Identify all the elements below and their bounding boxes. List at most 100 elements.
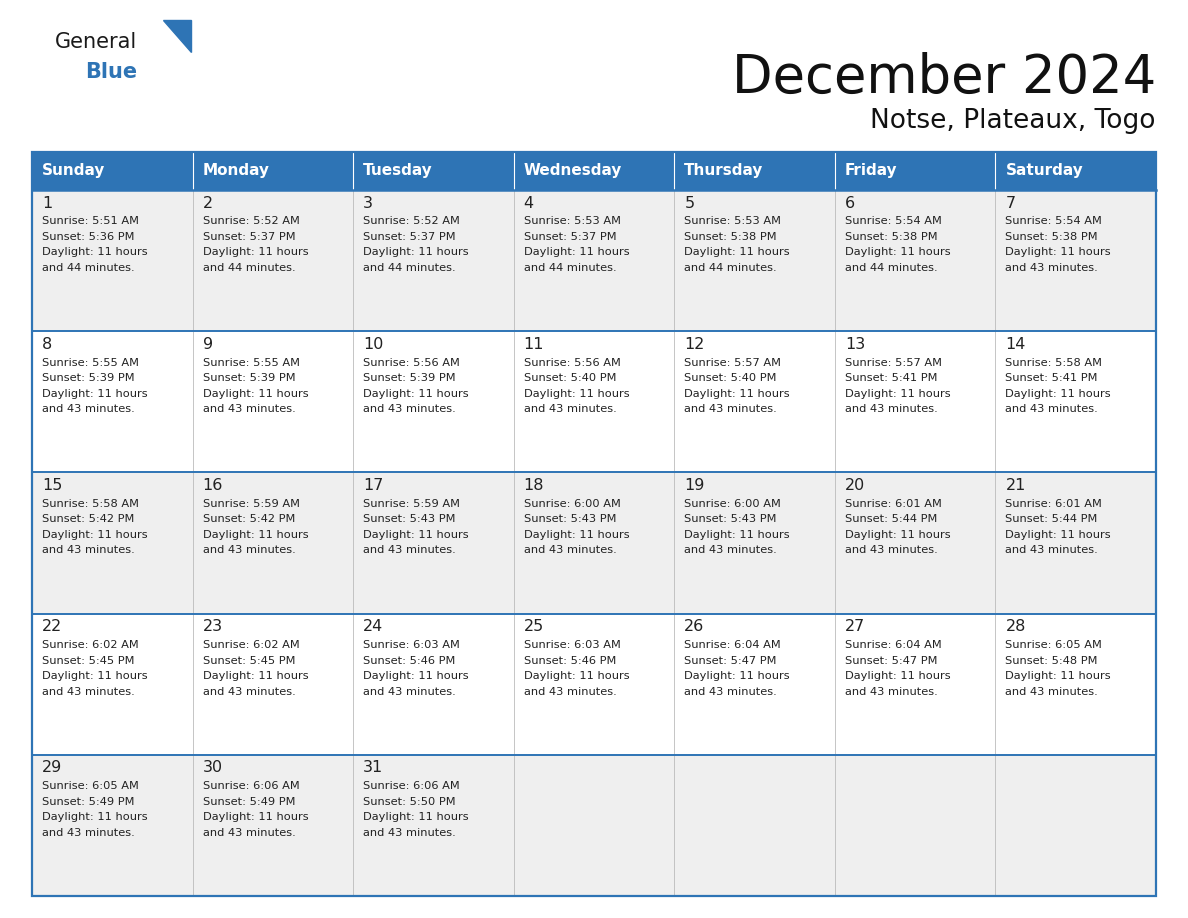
Text: Sunrise: 5:58 AM: Sunrise: 5:58 AM (1005, 358, 1102, 368)
Text: Tuesday: Tuesday (364, 163, 432, 178)
Text: Sunrise: 6:03 AM: Sunrise: 6:03 AM (524, 640, 620, 650)
Bar (32, 755, 1156, 896)
Bar (32, 613, 1156, 755)
Text: and 43 minutes.: and 43 minutes. (845, 687, 937, 697)
Text: Sunset: 5:38 PM: Sunset: 5:38 PM (684, 232, 777, 242)
Text: 10: 10 (364, 337, 384, 352)
Text: 15: 15 (42, 478, 63, 493)
Text: Sunrise: 5:57 AM: Sunrise: 5:57 AM (845, 358, 942, 368)
Text: 28: 28 (1005, 619, 1025, 634)
Text: Daylight: 11 hours: Daylight: 11 hours (684, 388, 790, 398)
Text: Sunrise: 5:54 AM: Sunrise: 5:54 AM (845, 217, 942, 227)
Text: Sunrise: 5:52 AM: Sunrise: 5:52 AM (203, 217, 299, 227)
Text: Sunset: 5:36 PM: Sunset: 5:36 PM (42, 232, 134, 242)
Text: 17: 17 (364, 478, 384, 493)
Text: and 43 minutes.: and 43 minutes. (684, 404, 777, 414)
Text: Sunset: 5:37 PM: Sunset: 5:37 PM (524, 232, 617, 242)
Text: Sunrise: 6:04 AM: Sunrise: 6:04 AM (684, 640, 781, 650)
Text: Daylight: 11 hours: Daylight: 11 hours (203, 530, 308, 540)
Text: Sunrise: 6:06 AM: Sunrise: 6:06 AM (203, 781, 299, 791)
Bar (513, 152, 675, 190)
Text: and 43 minutes.: and 43 minutes. (364, 404, 456, 414)
Text: and 44 minutes.: and 44 minutes. (203, 263, 295, 273)
Text: and 43 minutes.: and 43 minutes. (42, 687, 134, 697)
Text: Sunset: 5:38 PM: Sunset: 5:38 PM (1005, 232, 1098, 242)
Text: Sunrise: 6:01 AM: Sunrise: 6:01 AM (1005, 498, 1102, 509)
Text: Sunrise: 5:54 AM: Sunrise: 5:54 AM (1005, 217, 1102, 227)
Text: Sunset: 5:47 PM: Sunset: 5:47 PM (845, 655, 937, 666)
Text: 19: 19 (684, 478, 704, 493)
Text: Sunset: 5:41 PM: Sunset: 5:41 PM (845, 374, 937, 383)
Text: and 43 minutes.: and 43 minutes. (684, 687, 777, 697)
Bar (32, 331, 1156, 473)
Text: Sunrise: 5:55 AM: Sunrise: 5:55 AM (42, 358, 139, 368)
Bar (32, 152, 1156, 896)
Text: 3: 3 (364, 196, 373, 210)
Bar (32, 473, 1156, 613)
Text: Sunrise: 5:57 AM: Sunrise: 5:57 AM (684, 358, 782, 368)
Text: and 43 minutes.: and 43 minutes. (42, 404, 134, 414)
Text: 18: 18 (524, 478, 544, 493)
Text: Sunset: 5:39 PM: Sunset: 5:39 PM (203, 374, 295, 383)
Text: Sunrise: 5:59 AM: Sunrise: 5:59 AM (364, 498, 460, 509)
Text: Daylight: 11 hours: Daylight: 11 hours (42, 248, 147, 258)
Text: 8: 8 (42, 337, 52, 352)
Text: Daylight: 11 hours: Daylight: 11 hours (524, 248, 630, 258)
Text: Sunset: 5:46 PM: Sunset: 5:46 PM (524, 655, 617, 666)
Text: and 43 minutes.: and 43 minutes. (1005, 545, 1098, 555)
Text: Thursday: Thursday (684, 163, 764, 178)
Bar (996, 152, 1156, 190)
Text: and 43 minutes.: and 43 minutes. (203, 404, 296, 414)
Text: and 43 minutes.: and 43 minutes. (364, 828, 456, 838)
Text: Daylight: 11 hours: Daylight: 11 hours (203, 671, 308, 681)
Text: Daylight: 11 hours: Daylight: 11 hours (1005, 671, 1111, 681)
Text: Daylight: 11 hours: Daylight: 11 hours (42, 530, 147, 540)
Text: Sunrise: 5:53 AM: Sunrise: 5:53 AM (524, 217, 620, 227)
Text: Sunrise: 6:00 AM: Sunrise: 6:00 AM (684, 498, 782, 509)
Text: 12: 12 (684, 337, 704, 352)
Text: Daylight: 11 hours: Daylight: 11 hours (203, 388, 308, 398)
Text: Sunset: 5:48 PM: Sunset: 5:48 PM (1005, 655, 1098, 666)
Text: and 43 minutes.: and 43 minutes. (845, 404, 937, 414)
Text: Daylight: 11 hours: Daylight: 11 hours (845, 248, 950, 258)
Text: Daylight: 11 hours: Daylight: 11 hours (684, 530, 790, 540)
Text: Daylight: 11 hours: Daylight: 11 hours (1005, 388, 1111, 398)
Text: and 43 minutes.: and 43 minutes. (364, 687, 456, 697)
Text: 9: 9 (203, 337, 213, 352)
Text: Saturday: Saturday (1005, 163, 1083, 178)
Text: Daylight: 11 hours: Daylight: 11 hours (203, 812, 308, 823)
Text: Sunday: Sunday (42, 163, 106, 178)
Text: Sunrise: 6:04 AM: Sunrise: 6:04 AM (845, 640, 942, 650)
Text: 31: 31 (364, 760, 384, 776)
Text: Sunset: 5:47 PM: Sunset: 5:47 PM (684, 655, 777, 666)
Text: and 43 minutes.: and 43 minutes. (203, 545, 296, 555)
Text: Sunrise: 6:02 AM: Sunrise: 6:02 AM (203, 640, 299, 650)
Text: 30: 30 (203, 760, 222, 776)
Polygon shape (163, 20, 191, 52)
Text: and 43 minutes.: and 43 minutes. (524, 545, 617, 555)
Text: Sunset: 5:38 PM: Sunset: 5:38 PM (845, 232, 937, 242)
Text: Sunset: 5:43 PM: Sunset: 5:43 PM (364, 514, 456, 524)
Text: and 43 minutes.: and 43 minutes. (684, 545, 777, 555)
Text: Sunset: 5:40 PM: Sunset: 5:40 PM (524, 374, 617, 383)
Text: 27: 27 (845, 619, 865, 634)
Text: and 43 minutes.: and 43 minutes. (1005, 404, 1098, 414)
Text: Daylight: 11 hours: Daylight: 11 hours (524, 388, 630, 398)
Text: Sunset: 5:42 PM: Sunset: 5:42 PM (42, 514, 134, 524)
Text: 2: 2 (203, 196, 213, 210)
Text: Notse, Plateaux, Togo: Notse, Plateaux, Togo (871, 108, 1156, 134)
Text: and 43 minutes.: and 43 minutes. (42, 828, 134, 838)
Text: Daylight: 11 hours: Daylight: 11 hours (364, 388, 469, 398)
Text: and 43 minutes.: and 43 minutes. (524, 404, 617, 414)
Text: 25: 25 (524, 619, 544, 634)
Text: Sunset: 5:43 PM: Sunset: 5:43 PM (524, 514, 617, 524)
Text: 7: 7 (1005, 196, 1016, 210)
Text: and 44 minutes.: and 44 minutes. (364, 263, 456, 273)
Text: and 43 minutes.: and 43 minutes. (1005, 687, 1098, 697)
Text: December 2024: December 2024 (732, 52, 1156, 104)
Bar (192, 152, 353, 190)
Bar (675, 152, 835, 190)
Text: 22: 22 (42, 619, 62, 634)
Text: Daylight: 11 hours: Daylight: 11 hours (524, 530, 630, 540)
Text: 23: 23 (203, 619, 222, 634)
